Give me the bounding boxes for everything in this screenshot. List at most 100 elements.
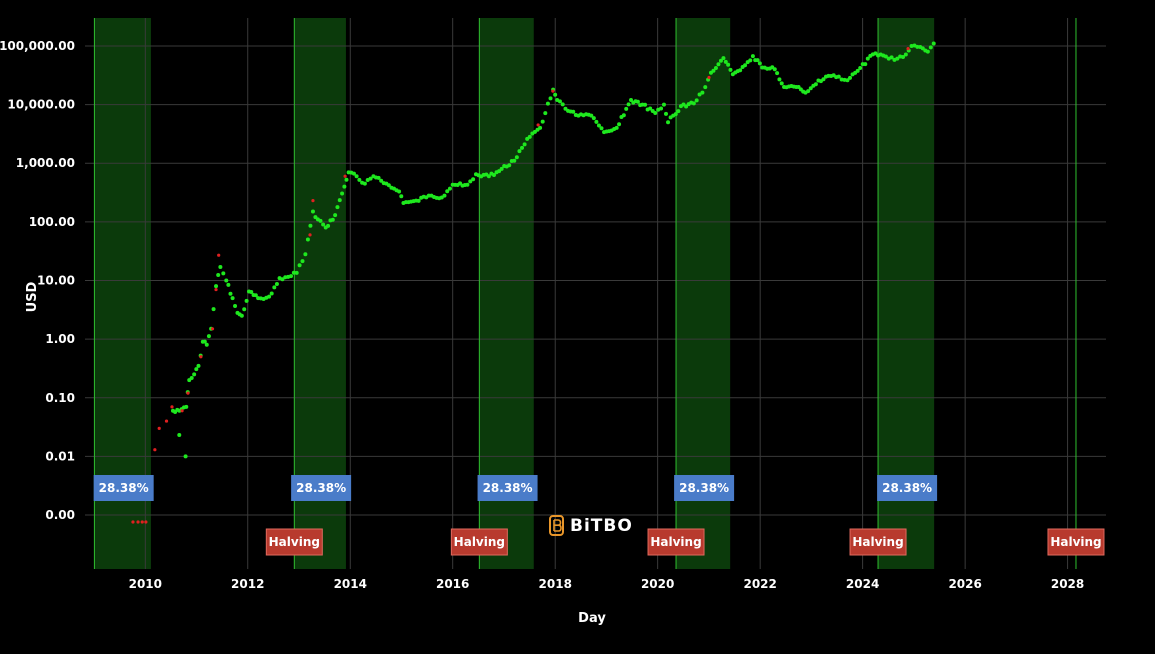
percent-label-box (877, 475, 938, 501)
price-point (445, 189, 450, 194)
y-tick-label: 1,000.00 (16, 156, 75, 170)
price-point (376, 175, 381, 180)
price-point (858, 66, 863, 71)
price-point (721, 56, 726, 61)
price-point (164, 419, 169, 423)
price-point (206, 334, 211, 339)
price-point (321, 222, 326, 227)
price-point (310, 209, 315, 214)
price-point (728, 67, 733, 72)
price-point (775, 71, 780, 76)
price-point (626, 102, 631, 107)
price-point (294, 270, 299, 275)
price-point (931, 41, 936, 46)
price-point (351, 171, 356, 176)
percent-label: 28.38% (679, 481, 729, 495)
price-point (344, 177, 349, 182)
price-point (326, 223, 331, 228)
percent-label-box (93, 475, 154, 501)
price-point (486, 174, 491, 179)
price-point (340, 191, 345, 196)
price-point (153, 448, 157, 452)
price-point (368, 176, 373, 181)
price-point (300, 259, 305, 264)
halving-label: Halving (852, 535, 903, 549)
price-point (594, 119, 599, 124)
price-point (653, 110, 658, 115)
grid (85, 18, 1106, 569)
price-point (527, 134, 532, 139)
y-tick-label: 100,000.00 (0, 39, 75, 53)
price-point (635, 99, 640, 104)
x-tick-label: 2020 (641, 577, 674, 591)
price-point (757, 61, 762, 66)
price-point (738, 68, 743, 73)
price-point (643, 102, 648, 107)
price-point (863, 62, 868, 67)
price-point (666, 120, 671, 125)
price-point (821, 77, 826, 82)
y-tick-label: 10.00 (37, 273, 75, 287)
price-point (214, 287, 218, 292)
price-point (684, 104, 689, 109)
price-point (855, 68, 860, 73)
price-point (520, 145, 525, 150)
price-point (272, 285, 277, 290)
x-tick-label: 2022 (743, 577, 776, 591)
halving-label-box (265, 528, 323, 556)
percent-label-box (674, 475, 735, 501)
x-tick-label: 2010 (129, 577, 162, 591)
percent-label: 28.38% (99, 481, 149, 495)
price-point (614, 125, 619, 130)
price-point (211, 307, 216, 312)
price-point (716, 62, 721, 67)
price-point (337, 198, 342, 203)
axis-ticks: 0.00 0.01 0.10 1.00 10.00 100.00 1,000.00 10,00… (0, 39, 1084, 591)
x-tick-label: 2016 (436, 577, 469, 591)
price-point (442, 193, 447, 198)
x-tick-label: 2014 (334, 577, 367, 591)
price-point (280, 277, 285, 282)
price-point (750, 54, 755, 59)
price-point (491, 173, 496, 178)
brand-name: BiTBO (570, 516, 633, 536)
price-point (465, 182, 470, 187)
price-point (848, 75, 853, 80)
halving-label: Halving (1050, 535, 1101, 549)
x-tick-label: 2026 (948, 577, 981, 591)
price-point (170, 405, 174, 409)
price-point (242, 307, 247, 312)
x-tick-label: 2028 (1051, 577, 1084, 591)
price-point (186, 391, 190, 395)
price-point (226, 282, 231, 287)
price-point (204, 342, 209, 347)
price-point (308, 233, 312, 237)
price-point (676, 109, 681, 114)
price-point (333, 213, 338, 218)
price-point (928, 45, 933, 50)
price-point (536, 123, 540, 127)
y-tick-label: 0.00 (45, 508, 75, 522)
price-point (196, 363, 201, 368)
price-point (335, 205, 340, 210)
price-point (694, 98, 699, 103)
price-point (889, 55, 894, 60)
price-point (755, 58, 760, 63)
price-point (318, 218, 323, 223)
price-point (617, 122, 622, 127)
price-point (839, 77, 844, 82)
price-point (471, 177, 476, 182)
price-point (540, 119, 545, 124)
price-point (703, 85, 708, 90)
x-tick-label: 2018 (539, 577, 572, 591)
price-point (468, 179, 473, 184)
price-point (813, 82, 818, 87)
price-point (599, 126, 604, 131)
price-point (772, 67, 777, 72)
price-point (925, 49, 930, 54)
price-point (499, 166, 504, 171)
price-point (591, 116, 596, 121)
